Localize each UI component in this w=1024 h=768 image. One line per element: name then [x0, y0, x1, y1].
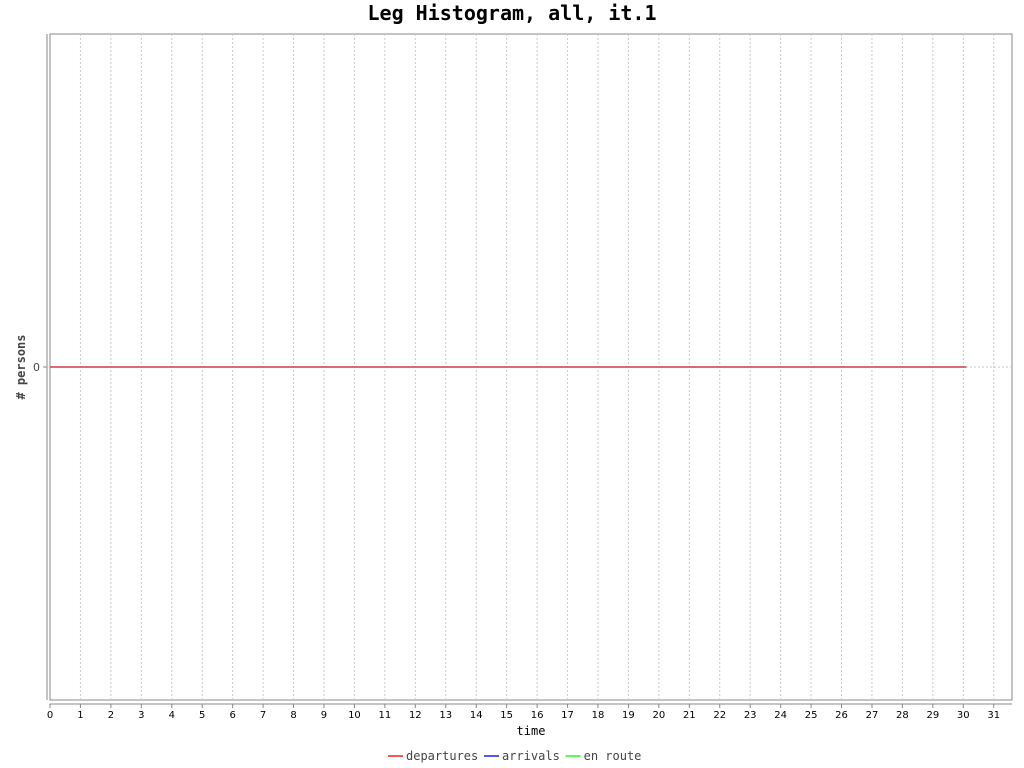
x-tick-label: 4	[169, 710, 175, 721]
x-tick-label: 8	[290, 710, 296, 721]
x-tick-label: 17	[561, 710, 574, 721]
y-axis-label: # persons	[14, 334, 28, 399]
x-tick-label: 7	[260, 710, 266, 721]
x-tick-label: 25	[805, 710, 818, 721]
x-tick-label: 11	[379, 710, 392, 721]
x-tick-label: 29	[926, 710, 939, 721]
x-tick-label: 3	[138, 710, 144, 721]
x-tick-label: 0	[47, 710, 53, 721]
x-tick-label: 21	[683, 710, 696, 721]
x-tick-label: 24	[774, 710, 787, 721]
x-tick-label: 19	[622, 710, 635, 721]
x-tick-label: 12	[409, 710, 422, 721]
x-tick-label: 6	[229, 710, 235, 721]
x-axis-ticks: 0 1 2 3 4 5 6 7 8 9 10 11 12 13 14 15 16 17 18 19 20 21 22 23 24…	[47, 704, 1000, 721]
x-tick-label: 22	[713, 710, 726, 721]
x-axis-label: time	[517, 724, 546, 738]
x-tick-label: 10	[348, 710, 361, 721]
chart-title: Leg Histogram, all, it.1	[368, 1, 657, 25]
legend-label: en route	[584, 749, 642, 763]
x-tick-label: 13	[439, 710, 452, 721]
x-tick-label: 9	[321, 710, 327, 721]
x-tick-label: 16	[531, 710, 544, 721]
x-tick-label: 1	[77, 710, 83, 721]
y-tick-label: 0	[33, 361, 40, 374]
legend: departures arrivals en route	[388, 749, 641, 763]
x-tick-label: 2	[108, 710, 114, 721]
x-tick-label: 26	[835, 710, 848, 721]
plot-area	[46, 33, 1013, 705]
x-tick-label: 5	[199, 710, 205, 721]
x-tick-label: 28	[896, 710, 909, 721]
x-tick-label: 23	[744, 710, 757, 721]
x-tick-label: 31	[987, 710, 1000, 721]
legend-label: departures	[406, 749, 478, 763]
legend-label: arrivals	[502, 749, 560, 763]
y-axis-ticks: 0	[33, 361, 47, 374]
x-tick-label: 20	[652, 710, 665, 721]
x-tick-label: 14	[470, 710, 483, 721]
x-tick-label: 15	[500, 710, 513, 721]
x-tick-label: 27	[866, 710, 879, 721]
x-tick-label: 30	[957, 710, 970, 721]
x-tick-label: 18	[592, 710, 605, 721]
